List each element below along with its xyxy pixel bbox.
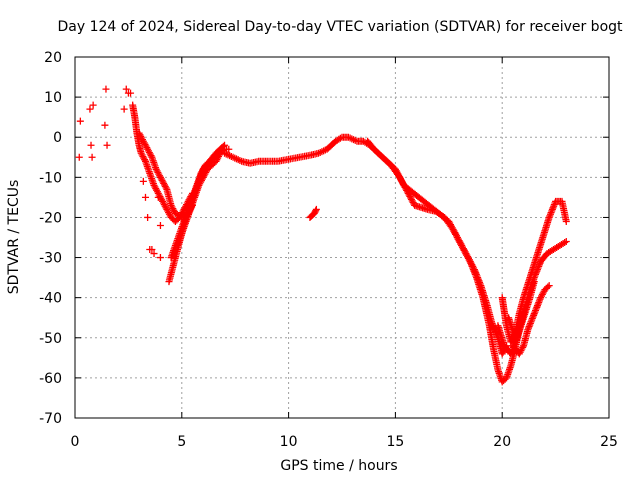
y-tick-label: 10	[44, 90, 62, 106]
data-point	[561, 239, 569, 247]
data-point	[76, 117, 84, 125]
data-point	[544, 283, 552, 291]
x-tick-label: 20	[493, 434, 511, 450]
data-points	[75, 85, 570, 386]
x-tick-label: 5	[177, 434, 186, 450]
data-point	[87, 141, 95, 149]
data-point	[219, 142, 227, 150]
chart-title: Day 124 of 2024, Sidereal Day-to-day VTE…	[57, 19, 623, 35]
x-tick-label: 0	[71, 434, 80, 450]
data-point	[147, 152, 155, 160]
data-point	[545, 282, 553, 290]
data-point	[103, 141, 111, 149]
data-point	[141, 193, 149, 201]
plot-frame	[74, 56, 610, 419]
data-point	[75, 153, 83, 161]
data-point	[159, 178, 167, 186]
y-tick-label: -10	[39, 170, 62, 186]
data-point	[86, 105, 94, 113]
data-point	[530, 278, 538, 286]
x-tick-label: 10	[280, 434, 298, 450]
data-point	[139, 177, 147, 185]
x-tick-label: 25	[600, 434, 618, 450]
y-tick-label: -40	[39, 291, 62, 307]
data-point	[408, 197, 416, 205]
data-point	[407, 195, 415, 203]
y-tick-label: -30	[39, 251, 62, 267]
data-point	[407, 194, 415, 202]
y-tick-label: -20	[39, 210, 62, 226]
y-axis-label: SDTVAR / TECUs	[6, 180, 22, 295]
data-point	[161, 182, 169, 190]
data-point	[336, 134, 344, 142]
data-point	[156, 221, 164, 229]
data-point	[157, 175, 165, 183]
data-point	[141, 156, 149, 164]
data-point	[102, 85, 110, 93]
data-point	[225, 145, 233, 153]
data-point	[409, 198, 417, 206]
x-axis-label: GPS time / hours	[280, 458, 397, 474]
data-point	[88, 153, 96, 161]
x-tick-label: 15	[386, 434, 404, 450]
data-point	[127, 89, 135, 97]
data-point	[406, 192, 414, 200]
data-point	[221, 141, 229, 149]
y-tick-label: -50	[39, 331, 62, 347]
data-point	[150, 250, 158, 258]
data-point	[160, 179, 168, 187]
data-point	[160, 181, 168, 189]
data-point	[470, 264, 478, 272]
data-point	[101, 121, 109, 129]
data-point	[120, 105, 128, 113]
data-point	[89, 101, 97, 109]
data-point	[122, 85, 130, 93]
data-point	[156, 173, 164, 181]
data-point	[312, 207, 320, 215]
data-point	[156, 172, 164, 180]
data-point	[562, 238, 570, 246]
data-point	[156, 254, 164, 262]
y-tick-label: 20	[44, 50, 62, 66]
data-point	[148, 246, 156, 254]
data-point	[312, 205, 320, 213]
y-tick-label: -70	[39, 411, 62, 427]
data-point	[162, 184, 170, 192]
y-tick-label: -60	[39, 371, 62, 387]
axis-ticks: 0 5 10 15 20 25 20 10 0 -10 -20 -30 -40 -50 -60 -70	[39, 50, 618, 450]
grid	[75, 57, 609, 418]
data-point	[144, 213, 152, 221]
y-tick-label: 0	[53, 130, 62, 146]
data-point	[158, 176, 166, 184]
data-point	[562, 217, 570, 225]
data-point	[519, 343, 527, 351]
